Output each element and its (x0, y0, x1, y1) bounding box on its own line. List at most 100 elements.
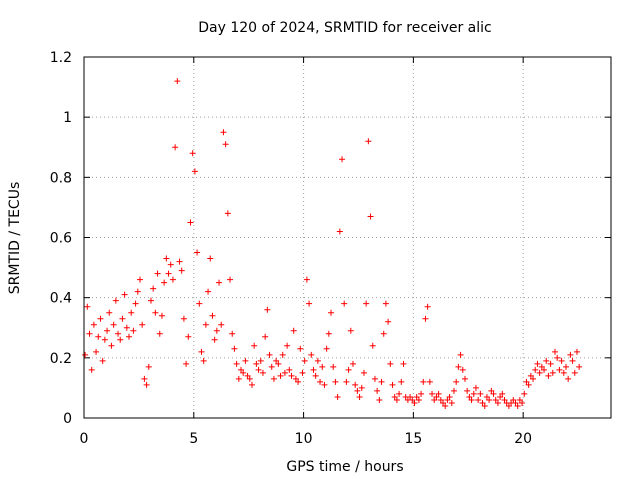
data-point (453, 378, 460, 385)
data-point (143, 381, 150, 388)
data-point (308, 351, 315, 358)
data-point (468, 396, 475, 403)
data-point (95, 333, 102, 340)
data-point (310, 366, 317, 373)
data-point (400, 360, 407, 367)
data-point (341, 300, 348, 307)
data-point (358, 384, 365, 391)
data-point (461, 375, 468, 382)
data-point (343, 378, 350, 385)
data-point (161, 279, 168, 286)
data-point (349, 360, 356, 367)
chart-title: Day 120 of 2024, SRMTID for receiver ali… (198, 20, 491, 36)
data-point (356, 393, 363, 400)
data-point (422, 315, 429, 322)
y-tick-label: 0.4 (50, 291, 72, 307)
data-point (374, 387, 381, 394)
data-point (560, 369, 567, 376)
data-point (525, 381, 532, 388)
data-point (418, 390, 425, 397)
data-point (295, 378, 302, 385)
data-point (90, 321, 97, 328)
data-point (93, 348, 100, 355)
data-point (240, 369, 247, 376)
data-point (233, 360, 240, 367)
data-point (488, 387, 495, 394)
data-point (82, 351, 89, 358)
data-point (126, 333, 133, 340)
data-point (321, 381, 328, 388)
data-point (345, 366, 352, 373)
y-tick-label: 0.8 (50, 170, 72, 186)
x-tick-label: 15 (404, 431, 422, 447)
data-point (536, 369, 543, 376)
data-point (352, 381, 359, 388)
data-point (398, 378, 405, 385)
data-point (251, 342, 258, 349)
data-point (571, 369, 578, 376)
data-point (369, 342, 376, 349)
data-point (431, 396, 438, 403)
data-point (183, 360, 190, 367)
data-point (156, 330, 163, 337)
data-point (556, 366, 563, 373)
data-point (339, 156, 346, 163)
data-point (104, 327, 111, 334)
data-point (330, 363, 337, 370)
data-point (290, 327, 297, 334)
data-point (158, 312, 165, 319)
data-point (565, 375, 572, 382)
data-point (492, 396, 499, 403)
data-point (301, 357, 308, 364)
y-tick-label: 1.2 (50, 50, 72, 66)
data-point (385, 318, 392, 325)
data-point (88, 366, 95, 373)
data-point (139, 321, 146, 328)
x-axis-label: GPS time / hours (286, 459, 403, 475)
data-point (409, 396, 416, 403)
data-point (205, 288, 212, 295)
data-point (202, 321, 209, 328)
data-point (325, 330, 332, 337)
data-point (424, 303, 431, 310)
data-point (209, 312, 216, 319)
data-point (297, 345, 304, 352)
data-point (165, 270, 172, 277)
data-point (132, 300, 139, 307)
data-point (246, 375, 253, 382)
plot-frame (83, 56, 612, 419)
data-point (198, 348, 205, 355)
data-point (147, 297, 154, 304)
data-point (444, 396, 451, 403)
data-point (136, 276, 143, 283)
data-point (354, 387, 361, 394)
data-point (211, 336, 218, 343)
data-point (180, 315, 187, 322)
data-point (501, 396, 508, 403)
data-point (477, 390, 484, 397)
data-point (242, 357, 249, 364)
data-point (189, 150, 196, 157)
data-point (255, 366, 262, 373)
data-point (273, 357, 280, 364)
data-point (382, 300, 389, 307)
data-point (312, 372, 319, 379)
data-point (292, 375, 299, 382)
data-point (505, 402, 512, 409)
data-point (472, 384, 479, 391)
data-point (220, 129, 227, 136)
data-point (288, 372, 295, 379)
data-point (213, 327, 220, 334)
data-point (437, 396, 444, 403)
data-point (494, 399, 501, 406)
data-point (481, 402, 488, 409)
data-point (238, 366, 245, 373)
data-point (543, 357, 550, 364)
data-point (499, 390, 506, 397)
data-point (185, 333, 192, 340)
data-point (440, 399, 447, 406)
data-point (475, 396, 482, 403)
data-point (516, 396, 523, 403)
data-point (464, 387, 471, 394)
